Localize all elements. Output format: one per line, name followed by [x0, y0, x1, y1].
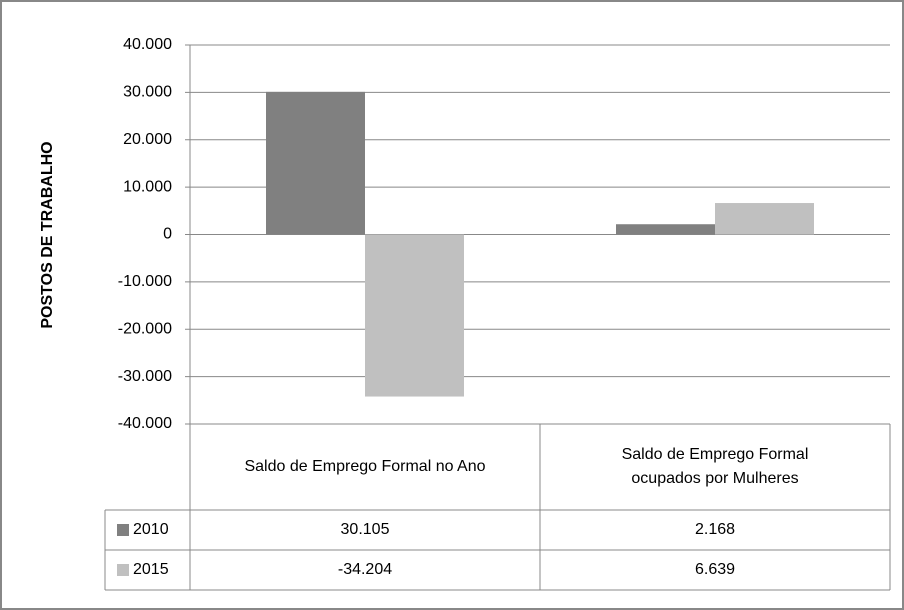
y-tick-label: 20.000: [123, 131, 172, 148]
value-label: 2.168: [695, 521, 735, 538]
bar: [616, 224, 715, 235]
category-cell: Saldo de Emprego Formal ocupados por Mul…: [540, 424, 890, 510]
y-tick-label: 10.000: [123, 178, 172, 195]
value-label: -34.204: [338, 561, 392, 578]
y-tick-label: -20.000: [118, 320, 172, 337]
x-tick-label-text: Saldo de Emprego Formal ocupados por Mul…: [621, 446, 809, 487]
legend-key: [117, 564, 129, 576]
y-tick-label: -40.000: [118, 415, 172, 432]
x-tick-label: Saldo de Emprego Formal no Ano: [190, 424, 540, 510]
legend-key: [117, 524, 129, 536]
legend-label: 2015: [133, 561, 169, 578]
y-tick-label: 30.000: [123, 84, 172, 101]
bar: [365, 234, 464, 397]
x-tick-label: Saldo de Emprego Formal ocupados por Mul…: [540, 424, 890, 510]
y-tick-label: -30.000: [118, 368, 172, 385]
value-label: 6.639: [695, 561, 735, 578]
bar: [715, 203, 814, 235]
y-axis-label: POSTOS DE TRABALHO: [39, 141, 56, 328]
y-tick-label: 40.000: [123, 36, 172, 53]
legend-label: 2010: [133, 521, 169, 538]
bar: [266, 91, 365, 235]
y-tick-label: 0: [163, 226, 172, 243]
category-cell: Saldo de Emprego Formal no Ano: [190, 424, 540, 510]
x-tick-label-text: Saldo de Emprego Formal no Ano: [244, 458, 486, 475]
value-label: 30.105: [341, 521, 390, 538]
y-tick-label: -10.000: [118, 273, 172, 290]
